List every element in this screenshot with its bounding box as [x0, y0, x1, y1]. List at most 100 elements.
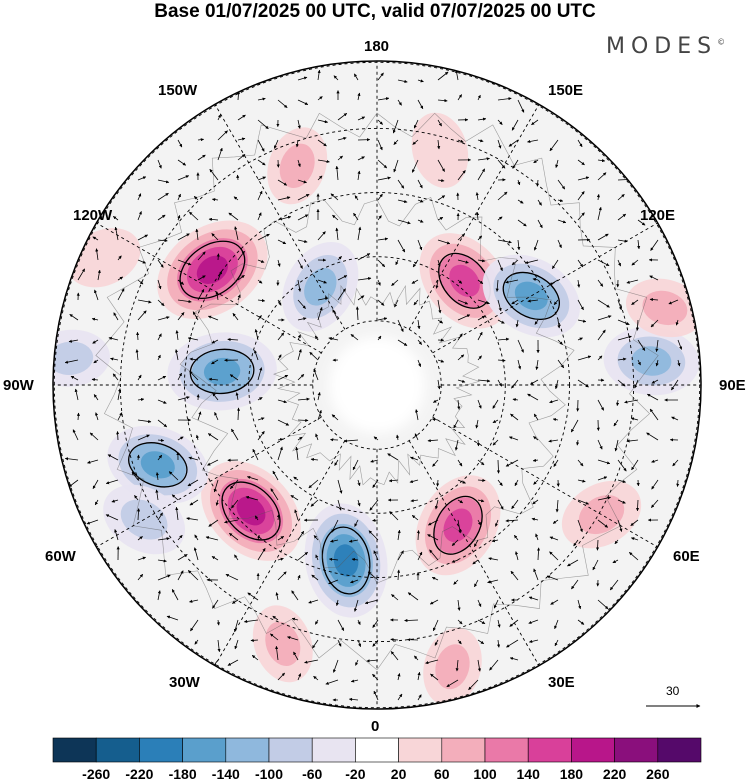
- wind-arrow: [257, 159, 266, 166]
- lon-label-120e: 120E: [640, 207, 676, 224]
- wind-arrow: [477, 355, 482, 361]
- wind-arrow: [412, 139, 419, 145]
- colorbar-tick-label: 140: [516, 766, 540, 782]
- wind-arrow: [137, 193, 142, 201]
- anomaly-contour: [449, 264, 480, 297]
- wind-arrow: [216, 253, 220, 261]
- wind-arrow: [577, 212, 585, 221]
- wind-arrow: [477, 259, 486, 263]
- lon-label-30e: 30E: [548, 674, 575, 691]
- meridian: [408, 440, 540, 666]
- wind-arrow: [377, 193, 383, 201]
- wind-arrow: [577, 299, 584, 311]
- wind-arrow: [217, 270, 223, 281]
- wind-arrow: [330, 539, 339, 543]
- wind-arrow: [497, 499, 504, 510]
- wind-arrow: [317, 231, 326, 241]
- wind-arrow: [331, 519, 339, 533]
- wind-arrow: [552, 519, 559, 524]
- wind-arrow: [533, 436, 539, 441]
- wind-arrow: [166, 615, 179, 621]
- wind-arrow: [535, 533, 539, 541]
- wind-arrow: [229, 532, 239, 541]
- wind-arrow: [277, 179, 288, 186]
- wind-arrow: [243, 619, 259, 624]
- wind-arrow: [457, 354, 465, 361]
- wind-arrow: [332, 659, 339, 673]
- wind-arrow: [597, 519, 609, 528]
- wind-arrow: [314, 335, 319, 341]
- wind-arrow: [108, 336, 119, 341]
- wind-arrow: [277, 215, 292, 221]
- colorbar-tick-label: 60: [434, 766, 450, 782]
- anomaly-contour: [631, 346, 672, 376]
- wind-arrow: [617, 335, 632, 341]
- lon-label-90e: 90E: [719, 377, 746, 394]
- wind-arrow: [597, 299, 610, 308]
- wind-arrow: [237, 114, 246, 121]
- wind-arrow: [377, 237, 389, 241]
- wind-arrow: [350, 579, 359, 584]
- wind-arrow: [297, 334, 301, 341]
- wind-arrow: [649, 275, 659, 281]
- wind-arrow: [492, 419, 499, 424]
- wind-arrow: [577, 176, 590, 181]
- colorbar-tick-label: -140: [211, 766, 240, 782]
- wind-arrow: [377, 97, 390, 101]
- wind-arrow: [257, 259, 265, 263]
- wind-arrow: [177, 159, 187, 166]
- wind-arrow: [177, 372, 182, 381]
- wind-arrow: [348, 697, 359, 701]
- wind-arrow: [557, 179, 566, 190]
- wind-arrow: [534, 319, 539, 325]
- wind-arrow: [651, 459, 659, 463]
- wind-arrow: [411, 279, 419, 284]
- wind-arrow: [337, 639, 342, 647]
- wind-arrow: [177, 279, 184, 285]
- wind-arrow: [492, 439, 499, 446]
- wind-arrow: [297, 179, 307, 184]
- wind-arrow: [537, 199, 542, 206]
- wind-arrow: [397, 673, 401, 681]
- wind-arrow: [117, 255, 122, 261]
- wind-arrow: [597, 206, 602, 221]
- wind-arrow: [577, 379, 589, 388]
- wind-arrow: [157, 419, 168, 428]
- wind-arrow: [446, 679, 459, 688]
- wind-arrow: [394, 299, 399, 308]
- wind-arrow: [235, 392, 239, 401]
- wind-arrow: [93, 359, 99, 364]
- wind-arrow: [528, 639, 539, 643]
- meridian: [96, 416, 322, 548]
- wind-arrow: [477, 639, 485, 645]
- wind-arrow: [410, 456, 419, 461]
- wind-arrow: [457, 599, 461, 611]
- wind-arrow: [577, 599, 582, 610]
- wind-arrow: [505, 519, 519, 523]
- vector-scale-label: 30: [666, 684, 680, 698]
- wind-arrow: [117, 288, 125, 301]
- wind-arrow: [377, 259, 386, 268]
- map-disc-border: [52, 60, 702, 710]
- wind-arrow: [454, 439, 459, 451]
- wind-arrow: [297, 279, 302, 292]
- wind-arrow: [317, 279, 327, 284]
- wind-arrow: [511, 259, 519, 266]
- wind-arrow: [437, 259, 441, 267]
- wind-arrow: [297, 530, 305, 541]
- wind-arrow: [677, 359, 681, 367]
- wind-arrow: [637, 239, 641, 250]
- wind-arrow: [105, 479, 119, 485]
- anomaly-contour: [578, 495, 625, 535]
- polar-cap: [329, 337, 425, 433]
- wind-arrow: [567, 559, 579, 567]
- wind-arrow: [434, 499, 439, 510]
- wind-arrow: [175, 330, 179, 341]
- wind-arrow: [217, 130, 228, 141]
- wind-arrow: [297, 673, 302, 681]
- wind-arrow: [457, 619, 463, 625]
- wind-arrow: [277, 332, 285, 341]
- meridian: [214, 104, 346, 330]
- wind-arrow: [650, 239, 659, 251]
- wind-arrow: [157, 214, 166, 221]
